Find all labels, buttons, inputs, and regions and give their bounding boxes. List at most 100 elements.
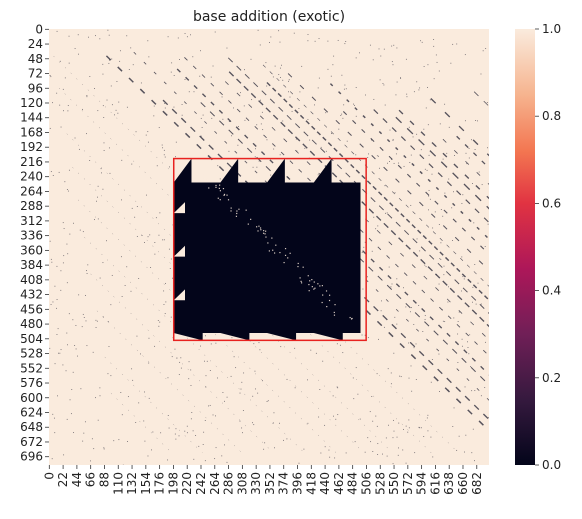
heatmap-speck [392, 419, 394, 421]
heatmap-speck [422, 331, 424, 332]
heatmap-speck [67, 110, 69, 112]
heatmap-speck [78, 148, 80, 150]
heatmap-speck [59, 60, 61, 62]
heatmap-speck [151, 449, 153, 451]
heatmap-speck [433, 45, 435, 47]
heatmap-speck [354, 441, 356, 443]
heatmap-speck [54, 432, 56, 434]
heatmap-speck [474, 460, 475, 462]
heatmap-speck [418, 89, 420, 91]
heatmap-speck [99, 395, 101, 397]
heatmap-speck [178, 435, 180, 437]
heatmap-speck [435, 274, 437, 276]
heatmap-speck [440, 259, 442, 260]
heatmap-speck [81, 326, 83, 328]
heatmap-speck [409, 311, 411, 313]
heatmap-speck [136, 335, 138, 337]
heatmap-speck [258, 225, 260, 227]
heatmap-speck [54, 285, 56, 287]
heatmap-speck [298, 462, 300, 464]
heatmap-speck [126, 266, 128, 268]
heatmap-speck [274, 65, 276, 67]
heatmap-speck [424, 318, 426, 320]
heatmap-speck [64, 181, 66, 183]
x-tick-label: 660 [456, 472, 470, 495]
heatmap-speck [329, 456, 331, 458]
heatmap-speck [156, 165, 158, 167]
heatmap-speck [443, 274, 445, 276]
heatmap-speck [394, 316, 396, 318]
heatmap-speck [395, 94, 397, 96]
heatmap-speck [334, 304, 336, 306]
heatmap-speck [478, 171, 480, 173]
colorbar-tick-label: 0.4 [542, 284, 561, 298]
heatmap-speck [168, 248, 170, 250]
heatmap-speck [453, 407, 455, 409]
heatmap-speck [424, 168, 426, 170]
heatmap-speck [342, 117, 344, 119]
heatmap-speck [256, 166, 258, 168]
heatmap-speck [240, 92, 241, 94]
heatmap-speck [294, 387, 296, 389]
heatmap-speck [468, 157, 470, 159]
heatmap-speck [480, 303, 482, 305]
heatmap-speck [343, 104, 345, 106]
heatmap-speck [184, 430, 186, 432]
heatmap-speck [219, 178, 221, 180]
heatmap-speck [56, 299, 58, 301]
heatmap-speck [425, 266, 427, 268]
x-tick-label: 110 [111, 472, 125, 495]
heatmap-speck [172, 277, 174, 279]
heatmap-speck [429, 198, 431, 200]
heatmap-speck [461, 256, 463, 258]
heatmap-speck [465, 152, 467, 154]
x-tick-label: 242 [194, 472, 208, 495]
heatmap-speck [373, 98, 375, 100]
heatmap-speck [110, 304, 112, 306]
x-tick-label: 154 [139, 472, 153, 495]
heatmap-speck [387, 162, 388, 164]
y-tick-label: 192 [20, 140, 43, 154]
heatmap-speck [257, 29, 259, 31]
heatmap-speck [57, 328, 59, 330]
heatmap-speck [369, 44, 371, 46]
heatmap-speck [91, 438, 93, 440]
x-tick-label: 286 [222, 472, 236, 495]
heatmap-speck [165, 282, 166, 284]
heatmap-speck [450, 62, 452, 64]
heatmap-speck [435, 146, 437, 148]
heatmap-speck [320, 146, 322, 148]
heatmap-speck [289, 96, 291, 98]
heatmap-speck [158, 325, 160, 327]
y-tick-label: 72 [28, 67, 43, 81]
heatmap-speck [243, 105, 245, 107]
heatmap-speck [472, 183, 473, 184]
heatmap-speck [221, 96, 223, 98]
heatmap-speck [416, 133, 418, 135]
x-tick-label: 616 [428, 472, 442, 495]
heatmap-speck [279, 251, 281, 254]
heatmap-speck [217, 377, 218, 379]
heatmap-speck [457, 362, 459, 363]
heatmap-speck [245, 180, 247, 182]
heatmap-speck [174, 348, 176, 350]
y-tick-label: 264 [20, 184, 43, 198]
heatmap-speck [271, 237, 273, 239]
heatmap-speck [211, 117, 213, 119]
heatmap-speck [337, 387, 339, 389]
heatmap-speck [203, 431, 205, 433]
heatmap-speck [93, 448, 95, 450]
heatmap-speck [103, 142, 105, 144]
heatmap-speck [311, 279, 313, 281]
heatmap-streak [96, 310, 242, 453]
heatmap-speck [335, 418, 337, 420]
heatmap-speck [215, 184, 217, 187]
heatmap-speck [470, 139, 472, 141]
heatmap-speck [203, 177, 205, 180]
heatmap-speck [303, 448, 305, 450]
heatmap-speck [163, 304, 165, 305]
heatmap-speck [262, 380, 263, 382]
heatmap-speck [359, 418, 361, 420]
heatmap-speck [464, 451, 465, 453]
heatmap-speck [353, 398, 355, 400]
